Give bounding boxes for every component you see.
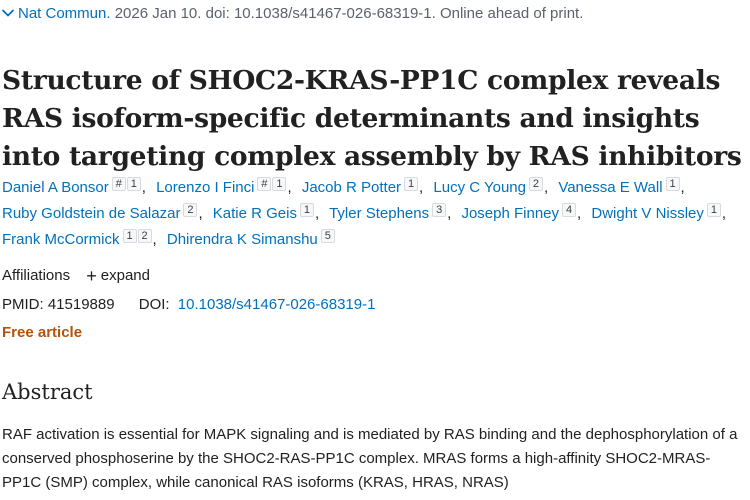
- citation-details: 2026 Jan 10. doi: 10.1038/s41467-026-683…: [110, 5, 584, 22]
- author-item: Frank McCormick 1 2,: [2, 229, 163, 248]
- author-separator: ,: [543, 179, 549, 196]
- affiliation-marker[interactable]: 1: [122, 229, 137, 243]
- author-item: Dwight V Nissley 1,: [591, 203, 732, 222]
- affiliation-marker[interactable]: 1: [404, 177, 419, 191]
- affiliation-markers: 2: [528, 177, 544, 191]
- doi-link[interactable]: 10.1038/s41467-026-68319-1: [177, 296, 376, 313]
- author-item: Katie R Geis 1,: [212, 203, 325, 222]
- author-item: Daniel A Bonsor #1,: [2, 177, 152, 196]
- affiliation-markers: 1: [665, 177, 681, 191]
- author-name-link[interactable]: Daniel A Bonsor: [2, 179, 109, 196]
- pmid-value: 41519889: [47, 296, 115, 313]
- author-name-link[interactable]: Vanessa E Wall: [558, 179, 663, 196]
- author-item: Lorenzo I Finci #1,: [156, 177, 298, 196]
- author-separator: ,: [447, 205, 452, 222]
- affiliations-row: Affiliations + expand: [2, 266, 150, 287]
- author-name-link[interactable]: Dhirendra K Simanshu: [166, 231, 318, 248]
- author-separator: ,: [152, 231, 157, 248]
- expand-label: expand: [100, 267, 150, 284]
- affiliation-markers: 1: [404, 177, 419, 191]
- chevron-down-icon[interactable]: [0, 5, 16, 21]
- affiliation-marker[interactable]: 2: [183, 203, 198, 217]
- doi-label: DOI:: [138, 296, 170, 313]
- author-item: Joseph Finney 4,: [461, 203, 587, 222]
- affiliation-marker[interactable]: 1: [126, 177, 141, 191]
- affiliations-expand-button[interactable]: + expand: [86, 266, 150, 286]
- author-separator: ,: [314, 205, 320, 222]
- author-name-link[interactable]: Lorenzo I Finci: [156, 179, 255, 196]
- identifiers-row: PMID: 41519889 DOI: 10.1038/s41467-026-6…: [2, 296, 375, 313]
- author-separator: ,: [287, 179, 292, 196]
- affiliation-markers: 3: [432, 203, 447, 217]
- pmid-label: PMID:: [2, 296, 44, 313]
- affiliation-markers: 1: [706, 203, 722, 217]
- affiliation-markers: 4: [562, 203, 577, 217]
- author-separator: ,: [198, 205, 203, 222]
- affiliation-marker[interactable]: 3: [432, 203, 447, 217]
- affiliation-markers: 5: [320, 229, 336, 243]
- plus-icon: +: [86, 266, 97, 286]
- affiliation-marker[interactable]: 1: [299, 203, 314, 217]
- author-name-link[interactable]: Lucy C Young: [433, 179, 526, 196]
- author-item: Tyler Stephens 3,: [329, 203, 457, 222]
- affiliation-marker[interactable]: 2: [137, 229, 152, 243]
- affiliation-marker[interactable]: #: [111, 177, 126, 191]
- affiliation-marker[interactable]: 1: [272, 177, 287, 191]
- journal-link[interactable]: Nat Commun.: [18, 5, 111, 22]
- author-name-link[interactable]: Ruby Goldstein de Salazar: [2, 205, 181, 222]
- author-item: Lucy C Young 2,: [433, 177, 554, 196]
- author-separator: ,: [721, 205, 727, 222]
- author-separator: ,: [141, 179, 146, 196]
- free-article-badge: Free article: [2, 324, 83, 341]
- affiliations-label: Affiliations: [2, 267, 71, 284]
- affiliation-marker[interactable]: 2: [528, 177, 543, 191]
- article-title: Structure of SHOC2-KRAS-PP1C complex rev…: [2, 64, 742, 172]
- author-name-link[interactable]: Jacob R Potter: [301, 179, 402, 196]
- affiliation-marker[interactable]: #: [257, 177, 272, 191]
- affiliation-markers: #1: [111, 177, 142, 191]
- author-name-link[interactable]: Katie R Geis: [212, 205, 297, 222]
- citation-line: Nat Commun. 2026 Jan 10. doi: 10.1038/s4…: [0, 5, 583, 22]
- author-item: Dhirendra K Simanshu 5: [166, 229, 336, 248]
- affiliation-marker[interactable]: 1: [706, 203, 721, 217]
- affiliation-marker[interactable]: 5: [320, 229, 335, 243]
- author-separator: ,: [680, 179, 685, 196]
- author-list: Daniel A Bonsor #1, Lorenzo I Finci #1, Ja…: [2, 175, 748, 253]
- author-separator: ,: [577, 205, 582, 222]
- affiliation-marker[interactable]: 1: [665, 177, 680, 191]
- author-name-link[interactable]: Tyler Stephens: [329, 205, 430, 222]
- affiliation-markers: 1: [299, 203, 315, 217]
- author-name-link[interactable]: Joseph Finney: [461, 205, 560, 222]
- author-item: Jacob R Potter 1,: [301, 177, 429, 196]
- author-separator: ,: [419, 179, 424, 196]
- author-item: Vanessa E Wall 1,: [558, 177, 690, 196]
- affiliation-marker[interactable]: 4: [562, 203, 577, 217]
- abstract-text: RAF activation is essential for MAPK sig…: [2, 426, 738, 491]
- author-item: Ruby Goldstein de Salazar 2,: [2, 203, 209, 222]
- abstract-heading: Abstract: [2, 380, 93, 404]
- author-name-link[interactable]: Frank McCormick: [2, 231, 120, 248]
- affiliation-markers: #1: [257, 177, 287, 191]
- author-name-link[interactable]: Dwight V Nissley: [591, 205, 704, 222]
- affiliation-markers: 2: [183, 203, 198, 217]
